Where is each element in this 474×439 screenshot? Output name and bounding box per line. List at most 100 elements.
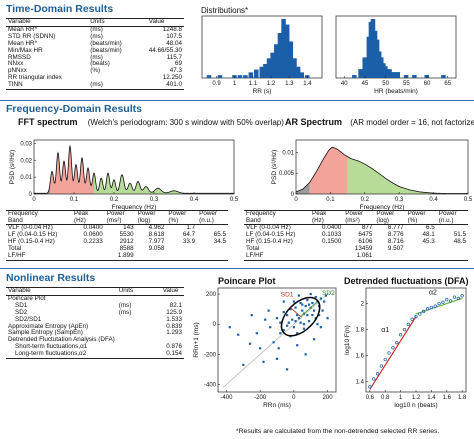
dfa-point — [402, 327, 407, 332]
scatter-point — [307, 303, 311, 306]
scatter-point — [319, 326, 322, 329]
tick-label: 0.01 — [282, 150, 294, 156]
scatter-point — [294, 306, 297, 309]
tick-label: 0 — [29, 192, 33, 198]
scatter-point — [286, 324, 289, 327]
cell-value: 0.839 — [166, 322, 182, 330]
cell-variable: Detrended Fluctutation Analysis (DFA) — [8, 336, 115, 344]
histogram-bar — [299, 72, 304, 78]
cell-value: 1248.8 — [162, 25, 182, 33]
fft-h-power-ms: Power — [104, 209, 136, 218]
tick-label: 1.3 — [285, 81, 294, 87]
histogram-bar — [277, 33, 283, 78]
scatter-point — [282, 329, 285, 332]
fft-band-table: Frequency Peak Power Power Power Power B… — [6, 209, 228, 261]
scatter-point — [319, 297, 322, 300]
ar-title-text: AR Spectrum — [285, 117, 343, 127]
scatter-point — [302, 327, 306, 330]
scatter-point — [318, 314, 321, 317]
tick-label: 0 — [291, 192, 295, 198]
tick-label: -400 — [220, 395, 233, 401]
cell-power-ms2: 1.899 — [104, 252, 136, 261]
poincare-chart: SD1 SD2 -400 -200 0 200 -400 -200 0 200 RRn (ms) RR… — [193, 287, 337, 409]
fft-h2-peak: (Hz) — [72, 217, 105, 226]
cell-power-ms2: 2912 — [119, 238, 134, 245]
tick-label: 55 — [403, 81, 410, 87]
ar-h-band: Frequency — [244, 209, 310, 218]
scatter-point — [299, 301, 302, 305]
cell-power-log: 4.962 — [148, 224, 165, 232]
tick-label: 0.01 — [20, 175, 32, 181]
histogram-bar — [263, 63, 268, 78]
nl-col-value: Value — [160, 287, 184, 296]
dfa-point — [395, 340, 399, 345]
cell-band: Total — [8, 244, 22, 252]
ar-h-power-log: Power — [374, 209, 406, 218]
tick-label: 1.8 — [356, 328, 365, 334]
hr-histogram: 40 45 50 55 60 65 HR (beats/min) — [335, 15, 457, 95]
table-row: Detrended Fluctutation Analysis (DFA) — [6, 336, 184, 344]
cell-power-nu — [197, 252, 228, 261]
scatter-point — [262, 360, 265, 363]
cell-peak — [72, 246, 105, 253]
cell-value: 1.533 — [166, 315, 182, 323]
tick-label: -400 — [204, 382, 217, 388]
scatter-point — [275, 317, 279, 320]
dfa-point — [379, 364, 384, 368]
table-row: Sample Entropy (SampEn) 1.293 — [6, 330, 184, 337]
cell-band: LF/HF — [244, 252, 310, 261]
tick-label: -200 — [204, 352, 217, 358]
cell-power-log — [135, 252, 167, 261]
tick-label: 0.1 — [70, 197, 79, 203]
scatter-point — [279, 332, 282, 335]
tick-label: -200 — [254, 395, 267, 401]
tick-label: 200 — [323, 395, 334, 401]
dfa-point — [445, 298, 449, 302]
cell-variable: NNxx — [8, 60, 24, 68]
dfa-point — [375, 372, 380, 376]
histogram-bar — [295, 66, 301, 78]
axis-label: RRn (ms) — [263, 402, 291, 409]
dfa-point — [418, 312, 422, 316]
table-row: Min/Max HR (beats/min) 44.66/55.30 — [6, 47, 184, 55]
axis-label: RR (s) — [253, 88, 272, 95]
tick-label: 1 — [399, 395, 403, 401]
tick-label: 0.3 — [150, 197, 159, 203]
band-area-hf — [347, 156, 434, 194]
histogram-bar — [217, 75, 223, 78]
cell-variable: Short-term fluctuations,α1 — [15, 343, 88, 351]
ar-spectrum-chart: 0 0.1 0.2 0.3 0.4 0.5 0 0.005 0.01 Frequency (Hz)… — [271, 139, 473, 211]
scatter-point — [277, 347, 280, 350]
dfa-point — [372, 377, 376, 381]
cell-units — [117, 344, 161, 351]
cell-units: (beats/min) — [90, 39, 122, 47]
plot-frame — [295, 139, 469, 195]
cell-units: (%) — [90, 67, 101, 75]
table-row: Approximate Entropy (ApEn) 0.839 — [6, 322, 184, 331]
cell-units: (beats) — [90, 60, 110, 68]
cell-units — [117, 317, 161, 324]
cell-power-nu: 65.5 — [213, 231, 226, 239]
scatter-point — [299, 321, 302, 324]
table-row: NNxx (beats) 69 — [6, 61, 184, 68]
divider-2 — [0, 268, 474, 269]
cell-value: 125.9 — [166, 308, 182, 316]
plot-frame — [33, 139, 235, 195]
cell-value: 1.293 — [166, 329, 182, 337]
cell-power-ms2: 5530 — [119, 231, 134, 239]
band-area-lf — [50, 146, 94, 194]
scatter-point — [312, 338, 316, 341]
sd1-label: SD1 — [281, 291, 294, 298]
fft-title: FFT spectrum (Welch's periodogram: 300 s… — [18, 117, 284, 127]
scatter-point — [297, 294, 301, 297]
cell-power-pct: 64.7 — [182, 231, 196, 239]
fft-title-text: FFT spectrum — [18, 117, 78, 127]
plot-frame — [365, 287, 467, 393]
cell-power-log: 8.618 — [148, 231, 165, 239]
cell-power-ms2: 877 — [361, 224, 373, 232]
cell-units — [117, 330, 161, 337]
tick-label: 1.6 — [356, 354, 365, 360]
histogram-bar — [206, 75, 212, 78]
cell-units — [117, 324, 161, 331]
